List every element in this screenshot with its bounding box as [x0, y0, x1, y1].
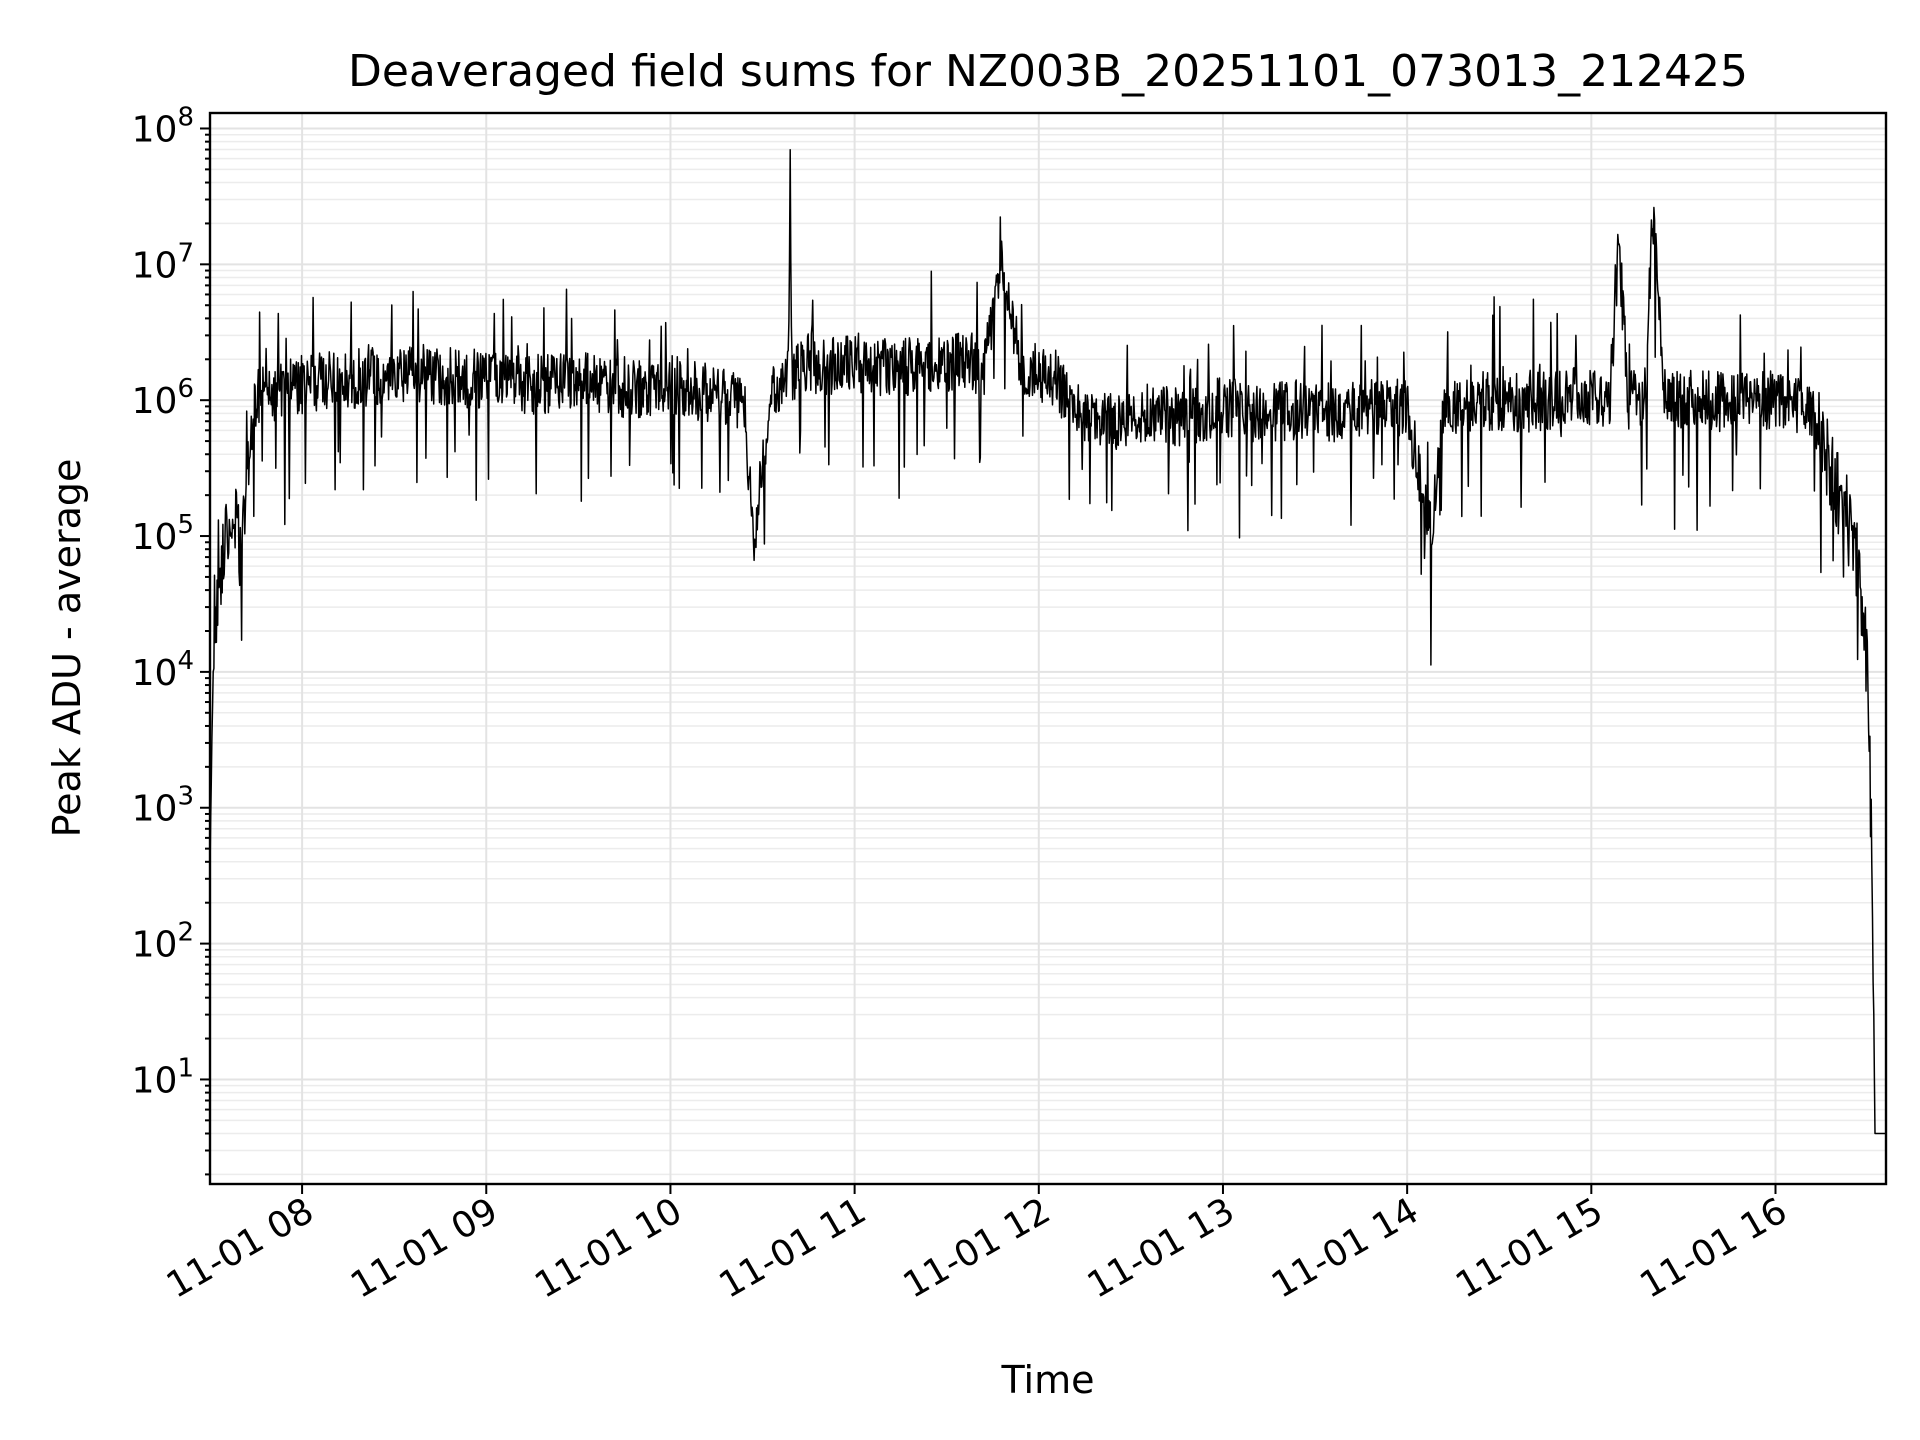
- y-tick-label: 106: [132, 374, 194, 422]
- y-tick-base: 10: [132, 1060, 178, 1101]
- y-tick-base: 10: [132, 245, 178, 286]
- y-tick-base: 10: [132, 789, 178, 830]
- y-tick-base: 10: [132, 517, 178, 558]
- y-tick-label: 105: [132, 510, 194, 558]
- grid: [210, 113, 1886, 1184]
- y-tick-exponent: 3: [177, 782, 194, 812]
- y-tick-exponent: 8: [177, 102, 194, 132]
- x-axis-label: Time: [1001, 1358, 1095, 1402]
- y-tick-exponent: 4: [177, 646, 194, 676]
- y-tick-base: 10: [132, 653, 178, 694]
- y-tick-label: 104: [132, 646, 194, 694]
- y-tick-label: 102: [132, 918, 194, 966]
- y-tick-label: 103: [132, 782, 194, 830]
- y-tick-exponent: 2: [177, 918, 194, 948]
- y-tick-label: 101: [132, 1053, 194, 1101]
- y-tick-label: 107: [132, 238, 194, 286]
- y-tick-label: 108: [132, 102, 194, 150]
- y-tick-base: 10: [132, 925, 178, 966]
- y-tick-exponent: 6: [177, 374, 194, 404]
- y-tick-exponent: 5: [177, 510, 194, 540]
- y-tick-base: 10: [132, 109, 178, 150]
- chart-title: Deaveraged field sums for NZ003B_2025110…: [348, 46, 1748, 97]
- y-tick-exponent: 7: [177, 238, 194, 268]
- y-tick-exponent: 1: [177, 1053, 194, 1083]
- y-tick-base: 10: [132, 381, 178, 422]
- plot-frame: [208, 111, 1888, 1186]
- y-axis-label: Peak ADU - average: [45, 459, 89, 838]
